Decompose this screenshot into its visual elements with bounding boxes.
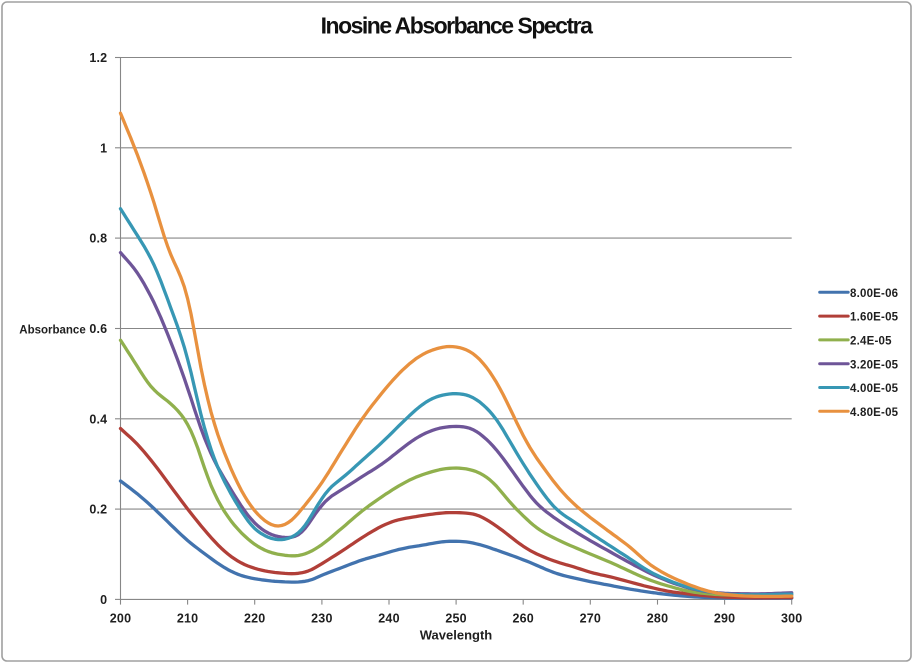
svg-text:300: 300 <box>781 611 802 625</box>
svg-text:3.20E-05: 3.20E-05 <box>850 359 899 371</box>
svg-text:280: 280 <box>647 611 668 625</box>
svg-text:200: 200 <box>110 611 131 625</box>
svg-text:210: 210 <box>177 611 198 625</box>
svg-text:1.60E-05: 1.60E-05 <box>850 312 899 324</box>
svg-text:270: 270 <box>580 611 601 625</box>
svg-text:290: 290 <box>714 611 735 625</box>
svg-text:220: 220 <box>244 611 265 625</box>
svg-text:2.4E-05: 2.4E-05 <box>850 336 892 348</box>
svg-text:4.00E-05: 4.00E-05 <box>850 383 899 395</box>
svg-text:0.2: 0.2 <box>89 503 107 517</box>
svg-text:260: 260 <box>512 611 533 625</box>
svg-text:8.00E-06: 8.00E-06 <box>850 288 898 300</box>
svg-text:0.6: 0.6 <box>89 322 107 336</box>
svg-text:Wavelength: Wavelength <box>420 627 493 642</box>
svg-text:4.80E-05: 4.80E-05 <box>850 407 899 419</box>
svg-text:0.4: 0.4 <box>89 412 107 426</box>
svg-text:Absorbance: Absorbance <box>19 324 85 336</box>
svg-text:1.2: 1.2 <box>89 51 107 65</box>
svg-text:230: 230 <box>311 611 332 625</box>
svg-text:250: 250 <box>445 611 466 625</box>
svg-text:240: 240 <box>378 611 399 625</box>
svg-text:0.8: 0.8 <box>89 232 107 246</box>
svg-text:1: 1 <box>100 141 107 155</box>
svg-text:Inosine Absorbance Spectra: Inosine Absorbance Spectra <box>321 13 593 39</box>
svg-text:0: 0 <box>100 593 107 607</box>
